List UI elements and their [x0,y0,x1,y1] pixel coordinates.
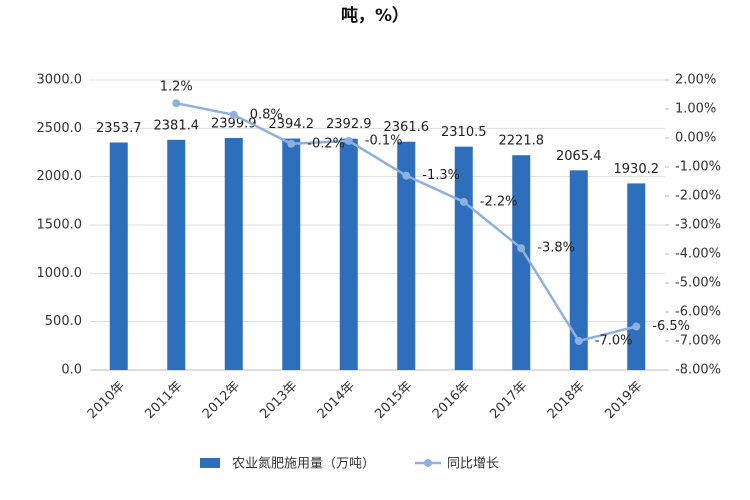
x-tick-label: 2015年 [372,379,415,422]
x-tick-label: 2013年 [257,379,300,422]
bar [339,138,358,370]
bar-value-label: 2221.8 [499,134,545,149]
x-tick-label: 2019年 [602,379,645,422]
bar [282,138,301,370]
y-tick-label: 0.0 [61,363,82,378]
bar-value-label: 2361.6 [384,120,430,135]
x-tick-label: 2014年 [315,379,358,422]
line-marker [229,110,238,119]
line-marker [344,136,353,145]
legend-label: 农业氮肥施用量（万吨） [232,457,375,472]
line-marker [574,337,583,345]
y2-tick-label: -8.00% [675,363,721,378]
bar-value-label: 2392.9 [326,117,372,132]
y2-tick-label: -3.00% [675,218,721,233]
y2-tick-label: -6.00% [675,305,721,320]
x-tick-label: 2010年 [85,379,128,422]
line-value-label: -7.0% [595,334,633,349]
x-tick-label: 2011年 [142,379,185,422]
bar-value-label: 2394.2 [269,117,315,132]
y2-tick-label: -1.00% [675,160,721,175]
chart-title: 吨，%） [341,5,409,26]
legend-label: 同比增长 [447,457,499,472]
line-value-label: -0.2% [307,136,345,151]
y2-tick-label: -2.00% [675,189,721,204]
y2-tick-label: -5.00% [675,276,721,291]
line-marker [402,171,411,180]
bar [167,139,186,370]
y2-tick-label: -4.00% [675,247,721,262]
bar-value-label: 2381.4 [154,118,200,133]
line-marker [172,99,181,108]
y-tick-label: 500.0 [45,314,82,329]
line-marker [632,322,641,331]
bar-value-label: 1930.2 [614,162,660,177]
legend-swatch [424,459,433,467]
bar [569,170,588,370]
x-tick-label: 2017年 [487,379,530,422]
bar [224,138,243,370]
line-value-label: -0.1% [365,133,403,148]
y-tick-label: 3000.0 [37,73,83,88]
bar [454,146,473,370]
line-value-label: -3.8% [537,241,575,256]
y-tick-label: 1000.0 [37,266,83,281]
bar [397,141,416,370]
y2-tick-label: -7.00% [675,334,721,349]
bar-value-label: 2353.7 [96,121,142,136]
y-tick-label: 2000.0 [37,169,83,184]
line-marker [459,197,468,206]
line-value-label: -6.5% [652,319,690,334]
line-value-label: 0.8% [250,107,283,122]
line-value-label: 1.2% [160,80,193,95]
y2-tick-label: 1.00% [675,102,716,117]
bar [627,183,646,370]
line-value-label: -1.3% [422,168,460,183]
y-tick-label: 1500.0 [37,218,83,233]
y-tick-label: 2500.0 [37,121,83,136]
bar-value-label: 2310.5 [441,125,487,140]
line-marker [287,139,296,148]
y2-tick-label: 0.00% [675,131,716,146]
x-tick-label: 2018年 [545,379,588,422]
bar-value-label: 2065.4 [556,149,602,164]
x-tick-label: 2016年 [430,379,473,422]
line-value-label: -2.2% [480,194,518,209]
bar [109,142,128,370]
line-marker [517,244,526,253]
y2-tick-label: 2.00% [675,73,716,88]
legend-swatch [200,458,220,468]
x-tick-label: 2012年 [200,379,243,422]
bar [512,155,531,370]
